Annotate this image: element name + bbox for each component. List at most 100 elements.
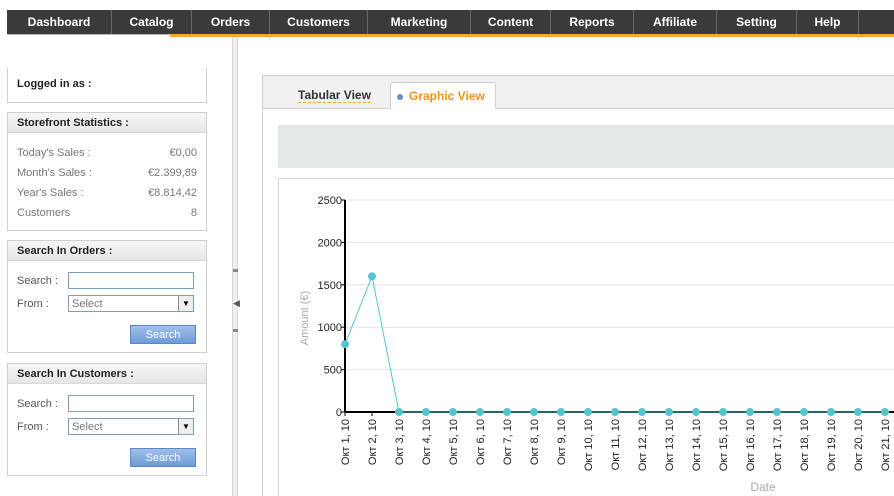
- data-point: [611, 408, 619, 416]
- search-customers-button[interactable]: Search: [130, 448, 196, 467]
- data-point: [368, 272, 376, 281]
- x-tick-label: Окт 15, 10: [718, 419, 730, 471]
- logged-in-box: Logged in as :: [7, 68, 207, 103]
- dropdown-arrow-icon: ▼: [178, 419, 193, 434]
- x-tick-label: Окт 11, 10: [610, 419, 622, 470]
- nav-setting[interactable]: Setting: [717, 10, 797, 34]
- data-point: [638, 408, 646, 416]
- data-point: [422, 408, 430, 416]
- stat-value: 8: [190, 207, 197, 219]
- stat-label: Today's Sales :: [17, 147, 91, 159]
- nav-customers[interactable]: Customers: [270, 10, 368, 34]
- data-point: [584, 408, 592, 416]
- tab-tabular-view[interactable]: Tabular View: [298, 82, 371, 109]
- data-point: [719, 408, 727, 416]
- stat-value: €8.814,42: [148, 187, 197, 199]
- search-label: Search :: [17, 397, 58, 410]
- y-tick-label: 0: [336, 407, 342, 419]
- nav-help[interactable]: Help: [797, 10, 859, 34]
- x-tick-label: Окт 10, 10: [583, 419, 595, 471]
- x-tick-label: Окт 4, 10: [421, 419, 433, 465]
- x-tick-label: Окт 17, 10: [772, 419, 784, 471]
- tab-graphic-view[interactable]: Graphic View: [390, 82, 496, 109]
- x-tick-label: Окт 8, 10: [529, 419, 541, 465]
- graphic-view-content: 0 500 1000 1500 2000 2500 Окт 1, 10 Окт 2, 10 Ок…: [263, 109, 894, 496]
- chart-svg: 0 500 1000 1500 2000 2500 Окт 1, 10 Окт 2, 10 Ок…: [299, 195, 894, 494]
- nav-divider: [7, 34, 170, 35]
- x-tick-label: Окт 19, 10: [826, 419, 838, 471]
- search-orders-from-row: From : Select ▼: [8, 292, 206, 315]
- bullet-icon: [397, 94, 403, 100]
- search-orders-input[interactable]: [68, 272, 194, 289]
- data-point: [665, 408, 673, 416]
- x-tick-label: Окт 7, 10: [502, 419, 514, 465]
- data-point: [773, 408, 781, 416]
- data-point: [557, 408, 565, 416]
- y-tick-label: 500: [324, 365, 342, 377]
- x-tick-label: Окт 9, 10: [556, 419, 568, 465]
- x-tick-label: Окт 14, 10: [691, 419, 703, 471]
- x-tick-label: Окт 21, 10: [880, 419, 892, 471]
- data-point: [881, 408, 889, 416]
- select-value: Select: [72, 420, 103, 433]
- x-tick-label: Окт 16, 10: [745, 419, 757, 471]
- x-tick-label: Окт 2, 10: [367, 419, 379, 465]
- search-orders-button[interactable]: Search: [130, 325, 196, 344]
- reports-panel: Tabular View Graphic View 0 500 1000 1500 20…: [262, 75, 894, 496]
- sidebar-splitter[interactable]: ◀: [232, 37, 240, 496]
- search-customers-from-row: From : Select ▼: [8, 415, 206, 438]
- data-point: [530, 408, 538, 416]
- data-point: [395, 408, 403, 416]
- data-point: [449, 408, 457, 416]
- nav-marketing[interactable]: Marketing: [368, 10, 471, 34]
- logged-in-label: Logged in as :: [17, 78, 92, 90]
- stat-row-year: Year's Sales : €8.814,42: [8, 183, 206, 203]
- stat-label: Month's Sales :: [17, 167, 92, 179]
- x-tick-label: Окт 3, 10: [394, 419, 406, 465]
- x-tick-label: Окт 1, 10: [340, 419, 352, 465]
- nav-affiliate[interactable]: Affiliate: [634, 10, 717, 34]
- data-point: [746, 408, 754, 416]
- search-customers-title: Search In Customers :: [8, 364, 206, 384]
- view-tabs: Tabular View Graphic View: [263, 76, 894, 109]
- splitter-grip: [233, 269, 238, 272]
- nav-orders[interactable]: Orders: [192, 10, 270, 34]
- splitter-grip: [233, 329, 238, 332]
- stat-value: €0,00: [169, 147, 197, 159]
- tab-graphic-label: Graphic View: [409, 88, 485, 103]
- storefront-statistics-box: Storefront Statistics : Today's Sales : …: [7, 112, 207, 231]
- search-customers-box: Search In Customers : Search : From : Se…: [7, 363, 207, 476]
- search-label: Search :: [17, 274, 58, 287]
- x-tick-label: Окт 18, 10: [799, 419, 811, 471]
- x-tick-label: Окт 5, 10: [448, 419, 460, 465]
- y-tick-label: 2500: [318, 195, 342, 207]
- stat-label: Customers: [17, 207, 71, 219]
- y-tick-label: 2000: [318, 237, 342, 249]
- nav-content[interactable]: Content: [471, 10, 551, 34]
- nav-reports[interactable]: Reports: [551, 10, 634, 34]
- search-orders-from-select[interactable]: Select ▼: [68, 295, 194, 312]
- search-orders-title: Search In Orders :: [8, 241, 206, 261]
- sales-chart: 0 500 1000 1500 2000 2500 Окт 1, 10 Окт 2, 10 Ок…: [278, 178, 894, 496]
- search-customers-from-select[interactable]: Select ▼: [68, 418, 194, 435]
- collapse-arrow-icon[interactable]: ◀: [233, 298, 240, 308]
- nav-dashboard[interactable]: Dashboard: [7, 10, 112, 34]
- search-customers-input[interactable]: [68, 395, 194, 412]
- search-orders-box: Search In Orders : Search : From : Selec…: [7, 240, 207, 353]
- dropdown-arrow-icon: ▼: [178, 296, 193, 311]
- stat-label: Year's Sales :: [17, 187, 84, 199]
- x-tick-label: Окт 12, 10: [637, 419, 649, 471]
- series-line: [344, 274, 885, 413]
- nav-catalog[interactable]: Catalog: [112, 10, 192, 34]
- x-axis-title: Date: [750, 480, 776, 494]
- x-tick-label: Окт 13, 10: [664, 419, 676, 471]
- y-tick-label: 1000: [318, 322, 342, 334]
- data-point: [503, 408, 511, 416]
- top-nav: Dashboard Catalog Orders Customers Marke…: [7, 10, 894, 34]
- tab-tabular-label: Tabular View: [298, 88, 371, 103]
- x-tick-label: Окт 6, 10: [475, 419, 487, 465]
- data-point: [692, 408, 700, 416]
- stat-row-month: Month's Sales : €2.399,89: [8, 163, 206, 183]
- from-label: From :: [17, 420, 49, 433]
- x-tick-label: Окт 20, 10: [853, 419, 865, 471]
